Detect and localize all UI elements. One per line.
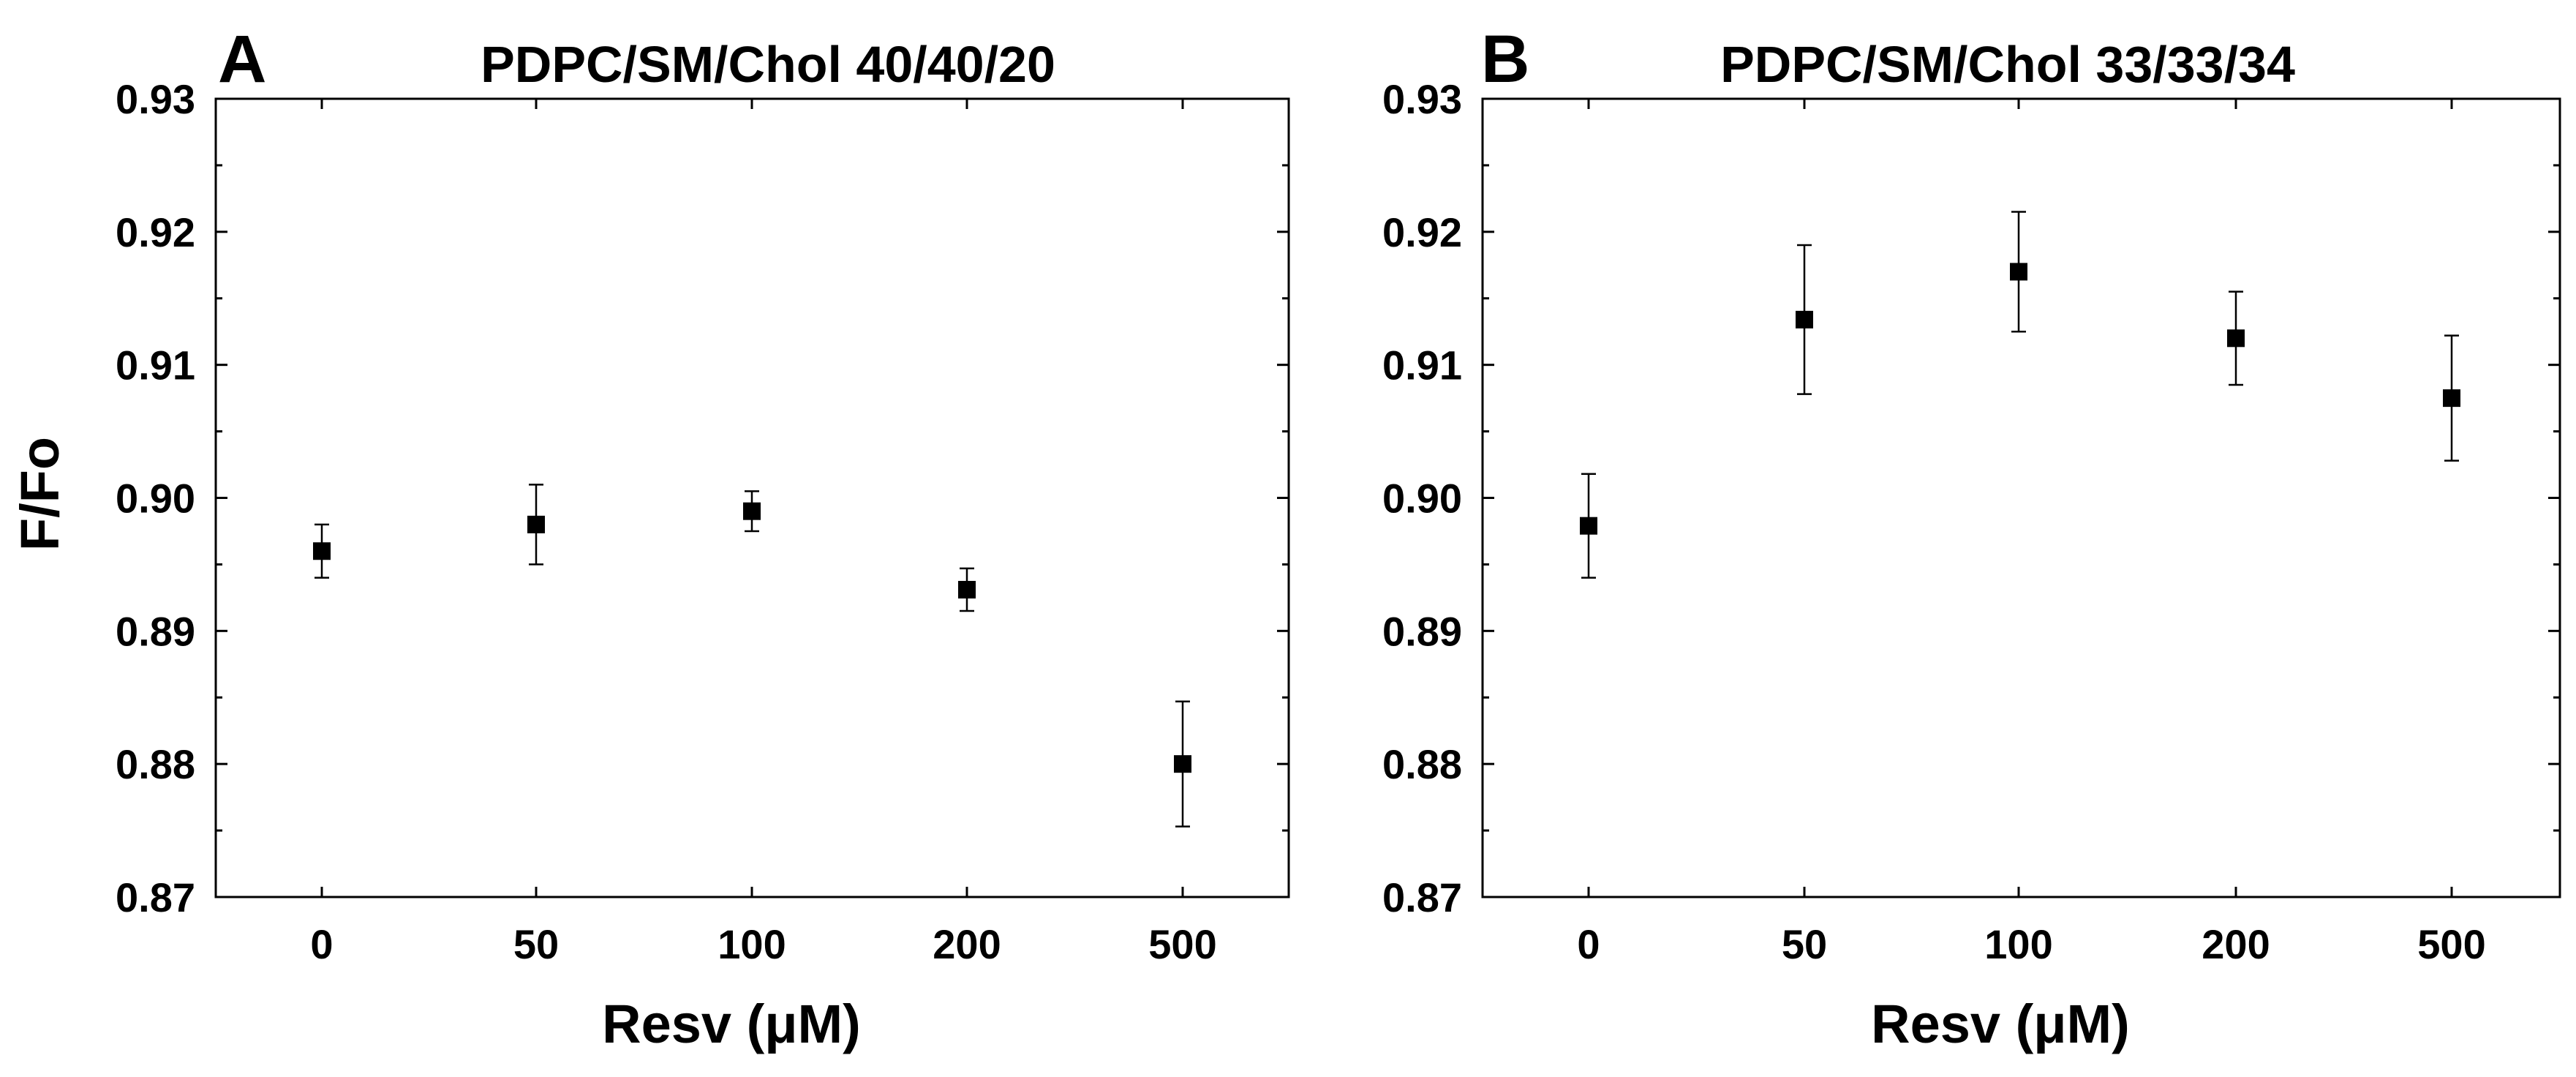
panel-a-y-tick-label: 0.88 xyxy=(116,741,195,787)
panel-a-x-tick-label: 50 xyxy=(513,921,559,967)
panel-b-x-tick-label: 500 xyxy=(2417,921,2485,967)
panel-b-x-tick-label: 0 xyxy=(1577,921,1600,967)
panel-a-data-point xyxy=(743,502,761,520)
panel-b-y-tick-label: 0.93 xyxy=(1382,76,1462,122)
panel-a-title: PDPC/SM/Chol 40/40/20 xyxy=(481,36,1055,93)
panel-b-y-tick-label: 0.90 xyxy=(1382,476,1462,522)
panel-a-letter: A xyxy=(218,22,266,97)
panel-a-x-tick-label: 0 xyxy=(310,921,333,967)
panel-b-x-tick-label: 100 xyxy=(1984,921,2052,967)
panel-b-x-tick-label: 200 xyxy=(2202,921,2270,967)
panel-b-y-tick-label: 0.87 xyxy=(1382,874,1462,920)
panel-a-y-tick-label: 0.91 xyxy=(116,342,195,389)
panel-a-data-point xyxy=(1174,755,1191,773)
panel-b-data-point xyxy=(1796,310,1813,329)
panel-a-y-tick-label: 0.93 xyxy=(116,76,195,122)
panel-a-x-tick-label: 500 xyxy=(1148,921,1216,967)
panel-b-y-tick-label: 0.88 xyxy=(1382,741,1462,787)
panel-a-x-tick-label: 200 xyxy=(933,921,1001,967)
panel-a-y-tick-label: 0.90 xyxy=(116,476,195,522)
panel-a-data-point xyxy=(958,580,976,598)
panel-b-data-point xyxy=(2227,329,2245,348)
panel-b-data-point xyxy=(2443,389,2460,408)
panel-b-y-tick-label: 0.91 xyxy=(1382,342,1462,389)
panel-b-y-tick-label: 0.89 xyxy=(1382,608,1462,654)
panel-a-data-point xyxy=(313,542,331,560)
panel-b-title: PDPC/SM/Chol 33/33/34 xyxy=(1720,36,2295,93)
panel-a-x-axis-label: Resv (μM) xyxy=(602,994,861,1054)
panel-a-y-tick-label: 0.89 xyxy=(116,608,195,654)
panel-b-data-point xyxy=(2010,263,2027,281)
panel-b: B PDPC/SM/Chol 33/33/34 Resv (μM) 0.87 0.… xyxy=(1382,22,2561,1054)
panel-a-y-tick-label: 0.87 xyxy=(116,874,195,920)
panel-a: A PDPC/SM/Chol 40/40/20 Resv (μM) 0.87 0.… xyxy=(116,22,1290,1054)
panel-b-data-point xyxy=(1580,517,1597,535)
panel-b-x-tick-label: 50 xyxy=(1782,921,1827,967)
panel-b-letter: B xyxy=(1481,22,1529,97)
panel-a-y-tick-label: 0.92 xyxy=(116,209,195,255)
panel-b-x-axis-label: Resv (μM) xyxy=(1871,994,2130,1054)
y-axis-label: F/Fo xyxy=(10,437,70,551)
panel-a-data-point xyxy=(527,515,545,533)
panel-a-x-tick-label: 100 xyxy=(718,921,786,967)
panel-b-y-tick-label: 0.92 xyxy=(1382,209,1462,255)
